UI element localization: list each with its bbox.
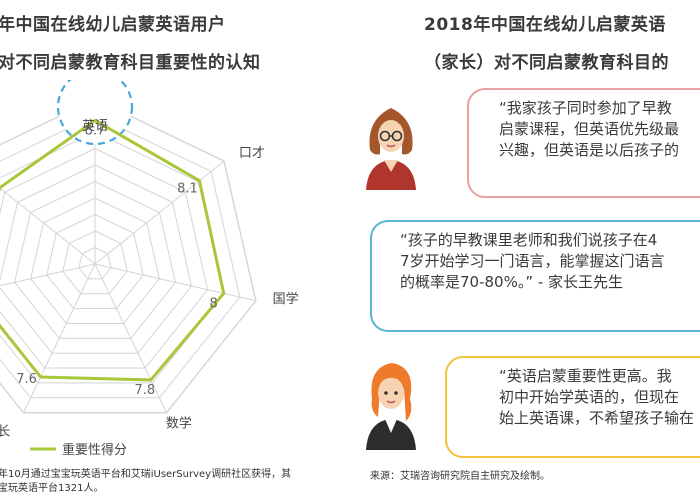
radar-grid [0,98,257,414]
quote2-line3: 的概率是70-80%。” - 家长王先生 [400,273,624,291]
quote2-line1: “孩子的早教课里老师和我们说孩子在4 [400,231,658,249]
category-label-4: 特长 [0,425,10,440]
right-source: 来源：艾瑞咨询研究院自主研究及绘制。 [370,471,550,482]
category-label-2: 国学 [273,291,299,307]
legend-label: 重要性得分 [62,442,127,458]
left-source-line1: 年10月通过宝宝玩英语平台和艾瑞iUserSurvey调研社区获得，其 [0,469,292,480]
radar-spokes [0,99,256,413]
value-label-0: 8.7 [85,123,106,138]
left-title-line2: 对不同启蒙教育科目重要性的认知 [0,53,261,73]
woman-orange-hair-avatar-icon [366,363,416,450]
grid-ring-6 [0,164,193,354]
grid-ring-7 [0,147,209,369]
value-label-1: 8.1 [177,182,198,197]
spoke-3 [94,263,168,413]
quote-bubble-1: “我家孩子同时参加了早教 启蒙课程，但英语优先级最 兴趣，但英语是以后孩子的 [467,88,700,198]
spoke-6 [0,187,96,265]
spoke-5 [0,263,96,287]
quote-bubble-2: “孩子的早教课里老师和我们说孩子在4 7岁开始学习一门语言，能掌握这门语言 的概… [370,220,700,332]
grid-ring-9 [0,114,241,399]
category-label-0: 英语 [82,119,108,134]
left-title-line1: 年中国在线幼儿启蒙英语用户 [0,15,226,35]
value-labels: 8.78.187.87.6.4 [16,123,218,398]
series-polygon [0,118,226,382]
category-label-1: 口才 [239,146,265,161]
quote1-line3: 兴趣，但英语是以后孩子的 [499,141,680,159]
category-label-3: 数学 [166,416,192,432]
category-labels: 英语口才国学数学特长 [0,119,299,440]
grid-ring-8 [0,131,225,384]
quote3-line3: 始上英语课，不希望孩子输在 [499,409,695,427]
woman-glasses-avatar-icon [366,108,416,190]
value-label-3: 7.8 [134,383,155,398]
quote3-line1: “英语启蒙重要性更高。我 [499,367,672,385]
grid-ring-10 [0,98,257,414]
radar-chart: 英语口才国学数学特长 8.78.187.87.6.4 重要性得分 [0,80,299,458]
grid-ring-3 [46,213,144,310]
right-title-line1: 2018年中国在线幼儿启蒙英语 [424,15,666,35]
grid-ring-2 [62,230,128,295]
right-title-line2: （家长）对不同启蒙教育科目的 [424,53,669,73]
quote2-line2: 7岁开始学习一门语言，能掌握这门语言 [400,252,665,270]
spoke-2 [94,263,256,302]
legend: 重要性得分 [30,442,127,458]
value-label-2: 8 [210,296,218,311]
highlight-circle-english [56,80,134,146]
spoke-4 [22,263,96,413]
left-source-line2: 宝玩英语平台1321人。 [0,483,104,494]
quote1-line2: 启蒙课程，但英语优先级最 [499,120,680,138]
quote-bubble-3: “英语启蒙重要性更高。我 初中开始学英语的，但现在 始上英语课，不希望孩子输在 [445,356,700,458]
quote3-line2: 初中开始学英语的，但现在 [499,388,680,406]
grid-ring-5 [14,180,176,339]
grid-ring-4 [30,197,160,324]
grid-ring-1 [78,246,112,280]
value-label-4: 7.6 [16,372,37,387]
spoke-1 [94,160,225,265]
quote1-line1: “我家孩子同时参加了早教 [499,99,672,117]
